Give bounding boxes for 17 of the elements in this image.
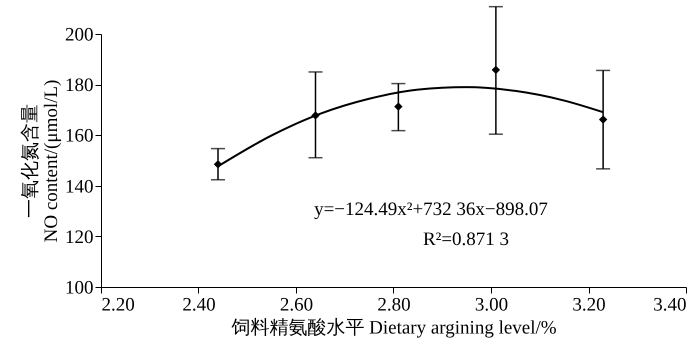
x-tick-label: 2.40 (182, 294, 216, 316)
x-tick-label: 3.00 (474, 294, 508, 316)
y-tick-label: 200 (65, 24, 94, 46)
annotation: y=−124.49x²+732 36x−898.07 (314, 199, 548, 220)
x-axis-title: 饲料精氨酸水平 Dietary argining level/% (230, 318, 557, 338)
y-tick-label: 100 (65, 278, 94, 298)
x-tick-label: 2.60 (280, 294, 314, 316)
y-axis-title: 一氧化氮含量 NO content/(μmol/L) (20, 80, 62, 242)
x-tick-label: 3.20 (572, 294, 606, 316)
x-tick-label: 2.80 (377, 294, 411, 316)
annotation: R²=0.871 3 (422, 229, 510, 250)
y-tick-label: 180 (65, 75, 94, 96)
y-tick-label: 140 (65, 176, 94, 198)
y-tick-label: 160 (65, 126, 94, 147)
x-tick-label: 3.40 (653, 294, 686, 316)
y-tick-label: 120 (65, 226, 94, 248)
x-tick-label: 2.20 (102, 294, 135, 316)
